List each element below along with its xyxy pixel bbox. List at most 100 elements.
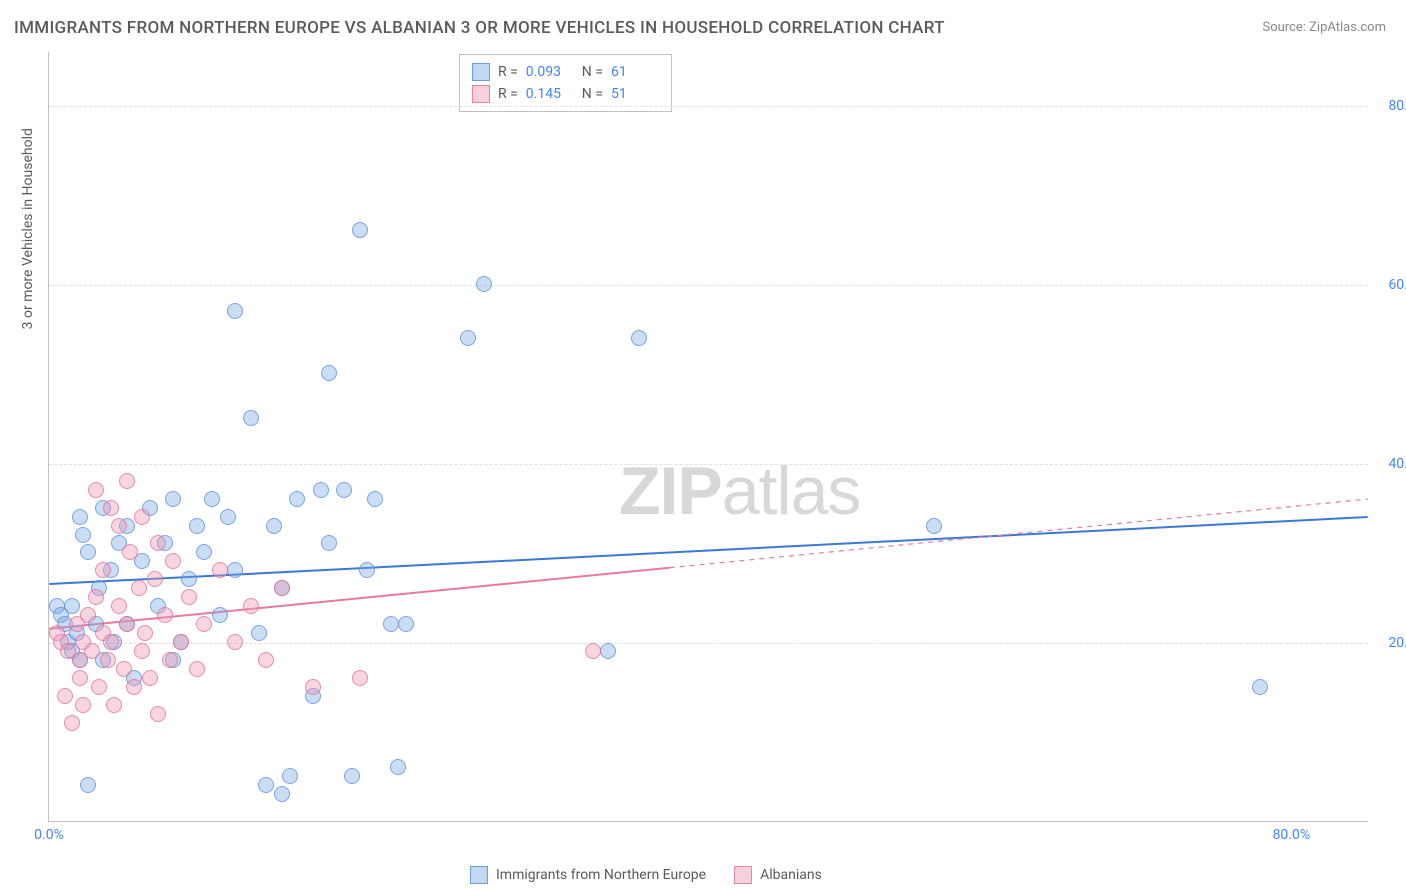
data-point (88, 482, 104, 498)
data-point (196, 544, 212, 560)
data-point (165, 553, 181, 569)
data-point (64, 715, 80, 731)
x-tick-label: 0.0% (34, 827, 64, 843)
y-tick-label: 80.0% (1374, 98, 1406, 114)
gridline (49, 285, 1368, 286)
correlation-row: R = 0.145 N = 51 (472, 83, 659, 105)
gridline (49, 464, 1368, 465)
data-point (251, 625, 267, 641)
data-point (75, 527, 91, 543)
data-point (100, 652, 116, 668)
data-point (80, 607, 96, 623)
data-point (181, 589, 197, 605)
data-point (91, 679, 107, 695)
data-point (352, 670, 368, 686)
data-point (227, 562, 243, 578)
y-tick-label: 20.0% (1374, 635, 1406, 651)
data-point (359, 562, 375, 578)
source-label: Source: ZipAtlas.com (1262, 20, 1386, 35)
data-point (119, 616, 135, 632)
correlation-legend-box: R = 0.093 N = 61 R = 0.145 N = 51 (459, 54, 672, 112)
data-point (305, 679, 321, 695)
regression-line-dashed (670, 499, 1368, 568)
data-point (162, 652, 178, 668)
y-axis-label: 3 or more Vehicles in Household (20, 128, 36, 329)
data-point (126, 679, 142, 695)
y-tick-label: 40.0% (1374, 456, 1406, 472)
data-point (212, 562, 228, 578)
data-point (600, 643, 616, 659)
data-point (147, 571, 163, 587)
data-point (157, 607, 173, 623)
data-point (189, 518, 205, 534)
data-point (88, 589, 104, 605)
data-point (72, 670, 88, 686)
r-value: 0.145 (526, 83, 574, 105)
data-point (282, 768, 298, 784)
data-point (116, 661, 132, 677)
n-value: 61 (611, 61, 659, 83)
data-point (390, 759, 406, 775)
legend-label: Albanians (760, 867, 822, 883)
data-point (243, 410, 259, 426)
data-point (274, 580, 290, 596)
data-point (258, 777, 274, 793)
data-point (80, 777, 96, 793)
data-point (111, 518, 127, 534)
regression-lines-svg (49, 52, 1368, 821)
swatch-blue-icon (472, 63, 490, 81)
n-value: 51 (611, 83, 659, 105)
series-legend: Immigrants from Northern Europe Albanian… (470, 866, 822, 884)
data-point (321, 535, 337, 551)
swatch-pink-icon (734, 866, 752, 884)
y-tick-label: 60.0% (1374, 277, 1406, 293)
data-point (106, 697, 122, 713)
data-point (227, 303, 243, 319)
data-point (95, 562, 111, 578)
data-point (352, 222, 368, 238)
data-point (196, 616, 212, 632)
data-point (321, 365, 337, 381)
data-point (64, 598, 80, 614)
data-point (258, 652, 274, 668)
data-point (80, 544, 96, 560)
data-point (84, 643, 100, 659)
data-point (137, 625, 153, 641)
legend-item: Immigrants from Northern Europe (470, 866, 706, 884)
data-point (476, 276, 492, 292)
data-point (189, 661, 205, 677)
data-point (266, 518, 282, 534)
data-point (103, 634, 119, 650)
data-point (926, 518, 942, 534)
data-point (1252, 679, 1268, 695)
swatch-blue-icon (470, 866, 488, 884)
data-point (227, 634, 243, 650)
n-label: N = (582, 83, 603, 105)
legend-item: Albanians (734, 866, 822, 884)
data-point (173, 634, 189, 650)
data-point (142, 670, 158, 686)
data-point (150, 706, 166, 722)
r-value: 0.093 (526, 61, 574, 83)
data-point (134, 509, 150, 525)
data-point (103, 500, 119, 516)
data-point (344, 768, 360, 784)
data-point (313, 482, 329, 498)
data-point (72, 509, 88, 525)
chart-title: IMMIGRANTS FROM NORTHERN EUROPE VS ALBAN… (14, 18, 945, 38)
data-point (75, 697, 91, 713)
data-point (212, 607, 228, 623)
x-tick-label: 80.0% (1273, 827, 1311, 843)
correlation-row: R = 0.093 N = 61 (472, 61, 659, 83)
data-point (274, 786, 290, 802)
regression-line (49, 517, 1367, 584)
regression-line (49, 568, 669, 629)
data-point (165, 491, 181, 507)
data-point (243, 598, 259, 614)
data-point (336, 482, 352, 498)
gridline (49, 106, 1368, 107)
chart-container: IMMIGRANTS FROM NORTHERN EUROPE VS ALBAN… (0, 0, 1406, 892)
data-point (204, 491, 220, 507)
data-point (460, 330, 476, 346)
r-label: R = (498, 83, 518, 105)
